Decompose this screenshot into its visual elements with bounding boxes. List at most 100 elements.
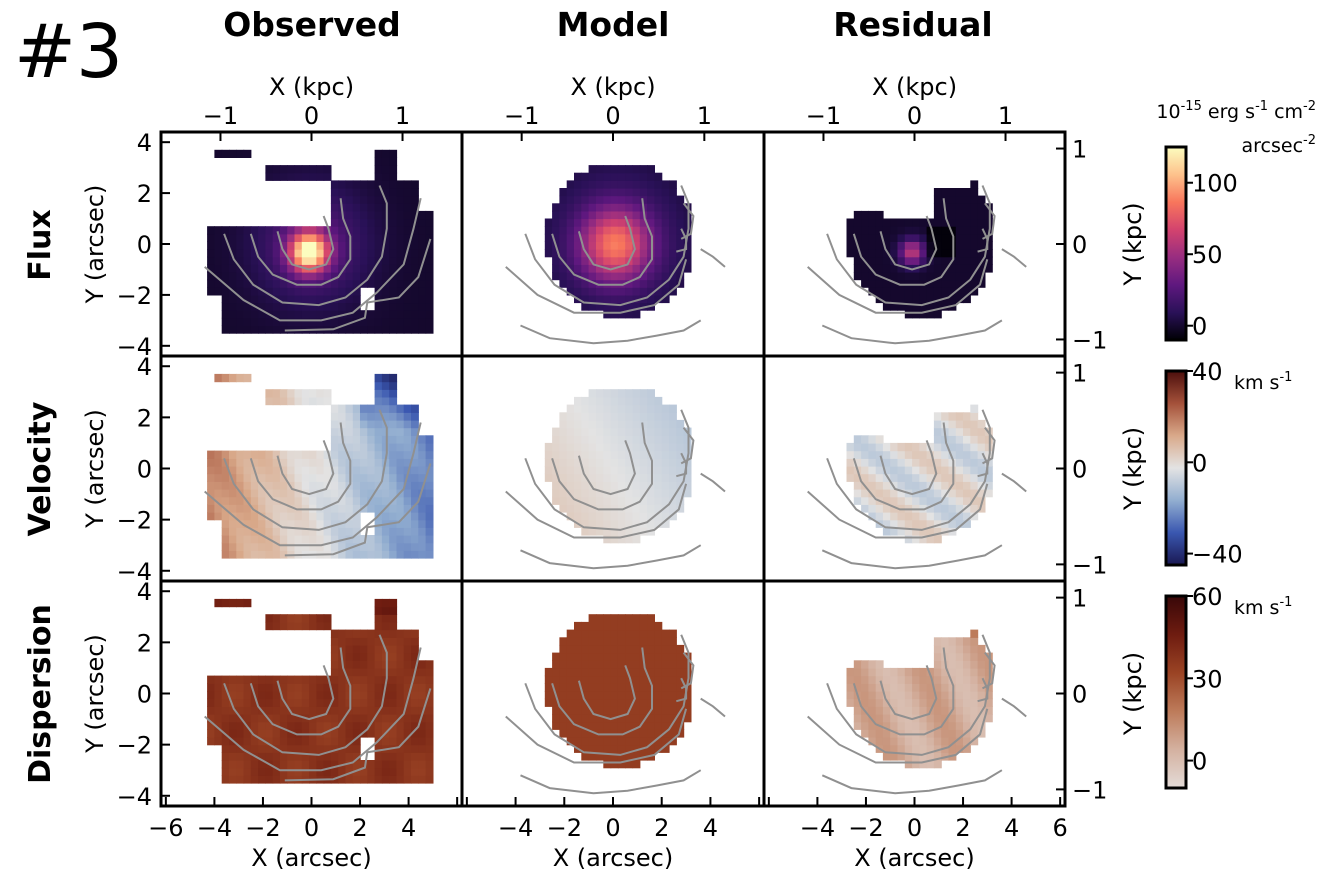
flux-contour <box>1001 472 1027 493</box>
flux-contour <box>676 228 688 253</box>
colorbar-dispersion <box>1164 594 1188 790</box>
flux-contour <box>982 651 996 690</box>
top-tick-label: 0 <box>605 102 620 130</box>
flux-contour <box>276 215 335 271</box>
flux-contour <box>577 215 636 271</box>
flux-contour <box>680 426 695 465</box>
top-tick-label: 1 <box>697 102 712 130</box>
y-axis-label: Y (arcsec) <box>81 634 109 754</box>
flux-contour <box>1001 697 1027 718</box>
top-tick-label: 1 <box>998 102 1013 130</box>
y-tick-label: 2 <box>137 404 152 432</box>
colorbar-tick-label: 40 <box>1192 358 1223 386</box>
x-axis-label: X (arcsec) <box>251 844 372 870</box>
flux-contour <box>982 426 996 465</box>
panel-velocity-observed <box>161 356 462 581</box>
right-tick-label: −1 <box>1072 326 1107 354</box>
flux-contour <box>577 440 636 496</box>
flux-contour <box>284 238 432 332</box>
x-tick-label: 4 <box>703 814 718 842</box>
colorbar-tick-label: 0 <box>1192 449 1207 477</box>
flux-contour <box>524 185 690 307</box>
flux-contour <box>852 647 955 736</box>
right-tick-label: −1 <box>1072 776 1107 804</box>
flux-contour <box>505 483 688 539</box>
flux-contour <box>505 259 688 314</box>
flux-contour <box>676 452 688 478</box>
y-tick-label: −2 <box>117 282 152 310</box>
flux-contour <box>977 452 989 478</box>
y-axis-label: Y (arcsec) <box>81 409 109 529</box>
flux-contour <box>520 544 702 570</box>
flux-contour <box>821 319 1003 345</box>
x-tick-label: −4 <box>197 814 232 842</box>
colorbar-velocity <box>1164 369 1188 567</box>
panel-dispersion-observed <box>161 581 462 806</box>
colorbar-tick-label: 30 <box>1192 665 1223 693</box>
top-tick-label: −1 <box>806 102 841 130</box>
x-tick-label: 0 <box>907 814 922 842</box>
column-title-observed: Observed <box>223 5 401 44</box>
flux-contour <box>879 665 938 721</box>
panel-flux-residual <box>764 132 1065 356</box>
panel-flux-observed <box>161 132 462 356</box>
flux-contour <box>680 202 695 240</box>
colorbar-unit: km s-1 <box>1234 370 1292 394</box>
y-tick-label: −4 <box>117 333 152 361</box>
y-tick-label: 0 <box>137 681 152 709</box>
flux-contour <box>700 472 726 493</box>
column-title-model: Model <box>557 5 670 44</box>
flux-contour <box>249 422 352 511</box>
flux-contour <box>551 422 653 511</box>
flux-contour <box>807 483 989 539</box>
flux-contour <box>551 647 653 736</box>
colorbar-tick-label: 60 <box>1192 583 1223 611</box>
flux-contour <box>821 769 1003 795</box>
flux-contour <box>577 665 636 721</box>
panel-flux-model <box>462 132 764 356</box>
flux-contour <box>982 202 996 240</box>
flux-contour <box>284 688 432 782</box>
top-tick-label: −1 <box>203 102 238 130</box>
right-tick-label: −1 <box>1072 551 1107 579</box>
flux-contour <box>505 708 688 764</box>
x-tick-label: 6 <box>1053 814 1068 842</box>
panel-grid <box>159 130 1067 808</box>
colorbar-tick-label: 0 <box>1192 748 1207 776</box>
flux-contour <box>879 215 938 271</box>
y-tick-label: 2 <box>137 629 152 657</box>
top-tick-label: 1 <box>395 102 410 130</box>
colorbar-unit: arcsec-2 <box>1242 133 1317 157</box>
flux-contour <box>700 697 726 718</box>
flux-contour <box>520 319 702 345</box>
flux-contour <box>977 677 989 703</box>
x-tick-label: 2 <box>955 814 970 842</box>
row-title-velocity: Velocity <box>23 401 58 536</box>
colorbar-tick-label: 100 <box>1192 170 1238 198</box>
x-tick-label: −2 <box>848 814 883 842</box>
flux-contour <box>879 440 938 496</box>
flux-contour <box>524 409 690 531</box>
flux-contour <box>249 198 352 286</box>
flux-contour <box>680 651 695 690</box>
flux-contour <box>223 409 388 531</box>
flux-contour <box>524 634 690 756</box>
flux-contour <box>223 185 388 307</box>
flux-contour <box>700 248 726 268</box>
right-tick-label: 0 <box>1072 231 1087 259</box>
y-tick-label: 4 <box>137 353 152 381</box>
flux-contour <box>852 198 955 286</box>
x-tick-label: −2 <box>245 814 280 842</box>
y-tick-label: −2 <box>117 507 152 535</box>
top-axis-label: X (kpc) <box>872 73 957 101</box>
flux-contour <box>807 708 989 764</box>
x-tick-label: 4 <box>1004 814 1019 842</box>
x-tick-label: −6 <box>148 814 183 842</box>
y-tick-label: −4 <box>117 558 152 586</box>
panel-velocity-residual <box>764 356 1065 581</box>
colorbar-unit: km s-1 <box>1234 595 1292 619</box>
y-tick-label: 0 <box>137 456 152 484</box>
panel-velocity-model <box>462 356 764 581</box>
flux-contour <box>249 647 352 736</box>
